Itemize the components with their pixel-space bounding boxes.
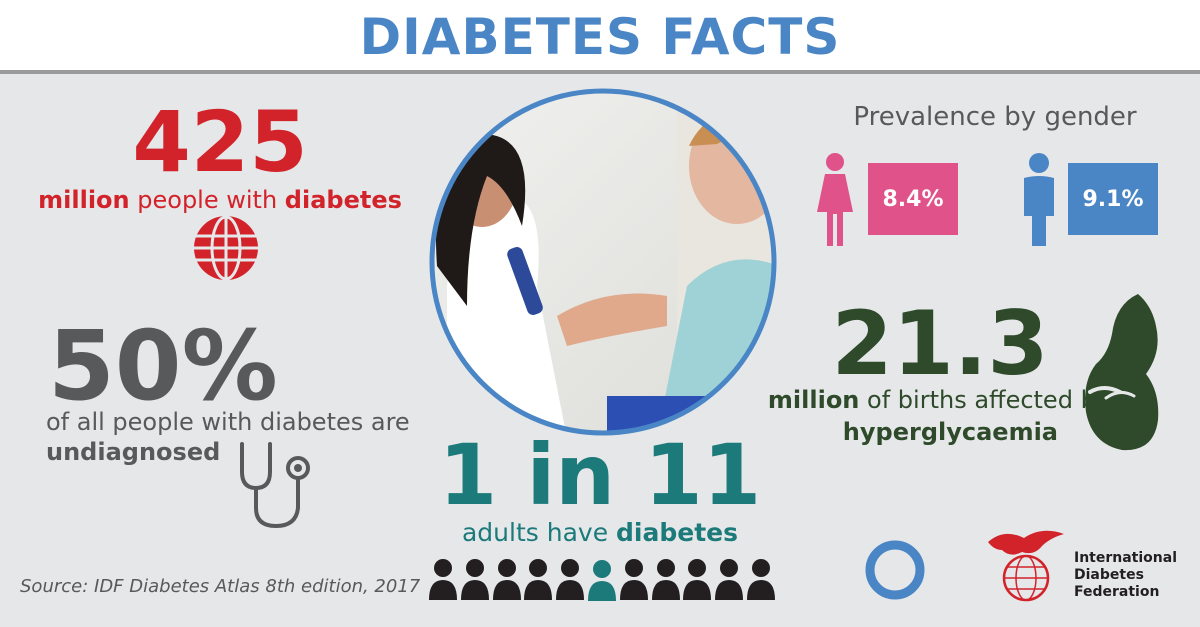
person-figure — [747, 559, 775, 600]
idf-logo-line2: Diabetes — [1074, 566, 1144, 583]
page-title: DIABETES FACTS — [359, 8, 841, 66]
doctor-patient-photo — [429, 88, 777, 436]
person-figure — [429, 559, 457, 600]
person-figure — [556, 559, 585, 600]
births-caption-hyperglycaemia: hyperglycaemia — [842, 418, 1058, 446]
births-caption: million of births affected by — [700, 386, 1110, 415]
births-caption-mid: of births affected by — [859, 386, 1110, 414]
undiagnosed-line1: of all people with diabetes are — [46, 408, 410, 436]
people-caption-diabetes: diabetes — [284, 186, 402, 214]
people-caption-million: million — [38, 186, 130, 214]
undiagnosed-line2: undiagnosed — [46, 438, 221, 466]
header-bar — [0, 0, 1200, 70]
adults-caption-prefix: adults have — [461, 518, 617, 547]
person-figure — [683, 559, 712, 600]
female-icon — [817, 153, 853, 246]
female-prevalence-badge: 8.4% — [868, 163, 958, 235]
header-divider — [0, 70, 1200, 74]
male-prevalence-badge: 9.1% — [1068, 163, 1158, 235]
people-figures-row — [427, 556, 777, 604]
people-count: 425 — [132, 93, 308, 191]
idf-logo-icon[interactable] — [984, 522, 1070, 606]
male-icon — [1024, 153, 1054, 246]
births-caption-million: million — [767, 386, 860, 414]
person-figure — [524, 559, 553, 600]
adults-caption: adults have diabetes — [400, 518, 800, 548]
people-caption-mid: people with — [129, 186, 285, 214]
person-figure — [619, 559, 648, 600]
adults-caption-diabetes: diabetes — [616, 518, 739, 547]
person-figure — [651, 559, 680, 600]
source-citation: Source: IDF Diabetes Atlas 8th edition, … — [20, 576, 421, 597]
person-figure — [715, 559, 744, 600]
adults-ratio: 1 in 11 — [438, 426, 762, 524]
idf-logo-text[interactable]: International Diabetes Federation — [1074, 550, 1177, 600]
person-figure — [492, 559, 521, 600]
globe-icon — [194, 215, 258, 281]
stethoscope-icon — [240, 442, 310, 529]
blue-circle-icon — [865, 540, 925, 600]
person-figure — [460, 559, 489, 600]
idf-logo-line3: Federation — [1074, 583, 1160, 600]
undiagnosed-percent: 50% — [48, 310, 278, 422]
pregnancy-icon — [1085, 294, 1159, 451]
idf-logo-line1: International — [1074, 550, 1178, 566]
people-caption: million people with diabetes — [0, 186, 440, 215]
gender-heading: Prevalence by gender — [853, 102, 1137, 132]
births-count: 21.3 — [831, 292, 1049, 395]
person-figure-highlighted — [588, 560, 616, 601]
